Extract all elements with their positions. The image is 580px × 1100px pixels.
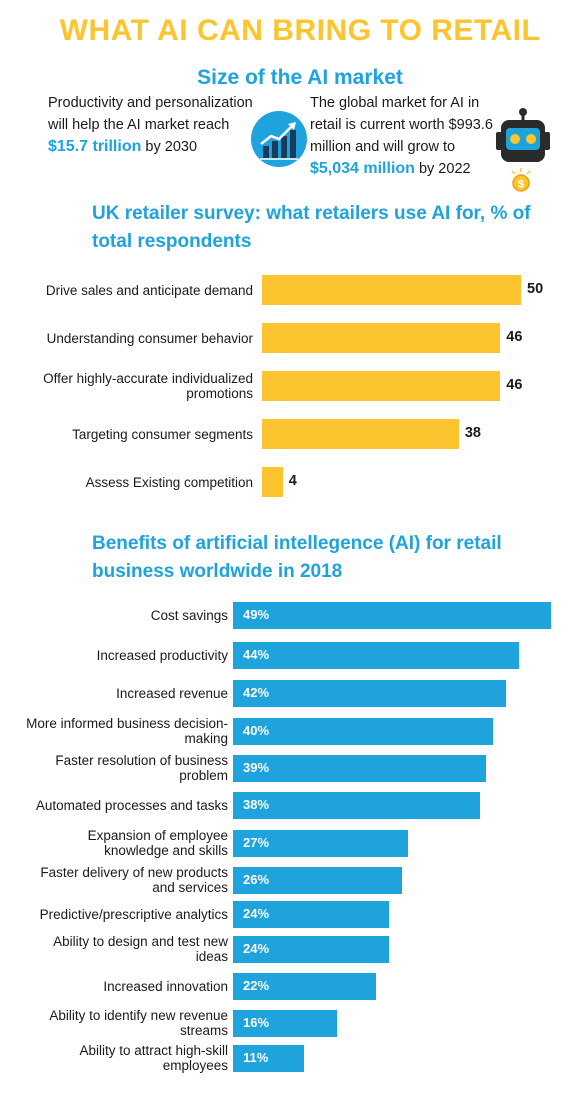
chart2-bar — [233, 1044, 305, 1072]
growth-chart-icon — [251, 111, 307, 167]
chart2-value-label: 27% — [243, 835, 270, 850]
chart2-category-label: Ability to identify new revenue streams — [49, 1008, 228, 1038]
market-right-highlight: $5,034 million — [310, 160, 415, 177]
chart2-value-label: 38% — [243, 797, 270, 812]
chart1-bar — [262, 323, 501, 353]
chart1-bar — [262, 275, 521, 305]
chart2-bar — [233, 829, 409, 857]
chart1-category-label: Assess Existing competition — [85, 474, 253, 490]
chart2-value-label: 44% — [243, 647, 270, 662]
chart1-value-label: 4 — [288, 473, 297, 489]
chart1-title: UK retailer survey: what retailers use A… — [92, 203, 531, 252]
chart2-category-label: Expansion of employee knowledge and skil… — [87, 828, 228, 858]
chart1-category-label: Understanding consumer behavior — [46, 330, 253, 346]
chart2-value-label: 11% — [243, 1050, 269, 1065]
chart2-category-label: Increased innovation — [103, 978, 228, 994]
svg-text:$: $ — [518, 179, 524, 191]
chart2-category-label: Predictive/prescriptive analytics — [39, 906, 228, 922]
market-left-highlight: $15.7 trillion — [48, 138, 142, 155]
chart1-category-label: Targeting consumer segments — [72, 426, 253, 442]
chart2-bar — [233, 1009, 337, 1037]
chart2-category-label: Increased revenue — [116, 685, 228, 701]
chart2-bar — [233, 641, 519, 669]
chart2-category-label: Ability to attract high-skill employees — [79, 1043, 228, 1073]
chart2-category-label: Increased productivity — [96, 647, 228, 663]
robot-icon — [496, 108, 550, 162]
chart2-bar — [233, 900, 389, 928]
chart1-bar — [262, 419, 459, 449]
chart2-value-label: 42% — [243, 685, 270, 700]
chart2-category-label: Faster delivery of new products and serv… — [40, 865, 228, 895]
chart1-value-label: 50 — [527, 281, 544, 297]
market-right-post: by 2022 — [418, 161, 471, 177]
chart2-bar — [233, 754, 487, 782]
chart2-value-label: 22% — [243, 978, 270, 993]
chart1-value-label: 46 — [506, 329, 523, 345]
chart2-bar — [233, 601, 551, 629]
chart1-category-label: Offer highly-accurate individualized pro… — [43, 371, 253, 401]
chart2-category-label: More informed business decision-making — [26, 716, 228, 746]
market-right-pre: The global market for AI in retail is cu… — [310, 95, 493, 155]
chart1-category-label: Drive sales and anticipate demand — [45, 282, 253, 298]
chart2-category-label: Automated processes and tasks — [35, 797, 228, 813]
chart2-title: Benefits of artificial intellegence (AI)… — [92, 533, 502, 582]
chart2-category-label: Ability to design and test new ideas — [53, 934, 228, 964]
market-left-pre: Productivity and personalization will he… — [48, 95, 253, 133]
chart1-value-label: 46 — [506, 377, 523, 393]
chart2-value-label: 49% — [243, 607, 270, 622]
coin-icon: $ — [511, 168, 531, 192]
market-left-post: by 2030 — [145, 139, 198, 155]
page-title: WHAT AI CAN BRING TO RETAIL — [59, 14, 541, 47]
market-right-text: The global market for AI in retail is cu… — [310, 92, 495, 180]
chart2-value-label: 24% — [243, 906, 270, 921]
chart2-value-label: 40% — [243, 723, 270, 738]
market-left-text: Productivity and personalization will he… — [48, 92, 258, 158]
chart1-bar — [262, 371, 501, 401]
chart1-value-label: 38 — [464, 425, 481, 441]
chart2-value-label: 26% — [243, 872, 270, 887]
chart2-category-label: Cost savings — [150, 607, 228, 623]
chart2-bar — [233, 791, 480, 819]
chart1-bar — [262, 467, 283, 497]
chart2-value-label: 39% — [243, 760, 270, 775]
chart2-category-label: Faster resolution of business problem — [55, 753, 228, 783]
market-section-title: Size of the AI market — [197, 66, 403, 89]
chart2-bar — [233, 679, 506, 707]
chart2-bar — [233, 717, 493, 745]
chart2-value-label: 24% — [243, 941, 270, 956]
chart2-bar — [233, 866, 402, 894]
chart2-bar — [233, 972, 376, 1000]
chart2-value-label: 16% — [243, 1015, 270, 1030]
chart2-bar — [233, 935, 389, 963]
